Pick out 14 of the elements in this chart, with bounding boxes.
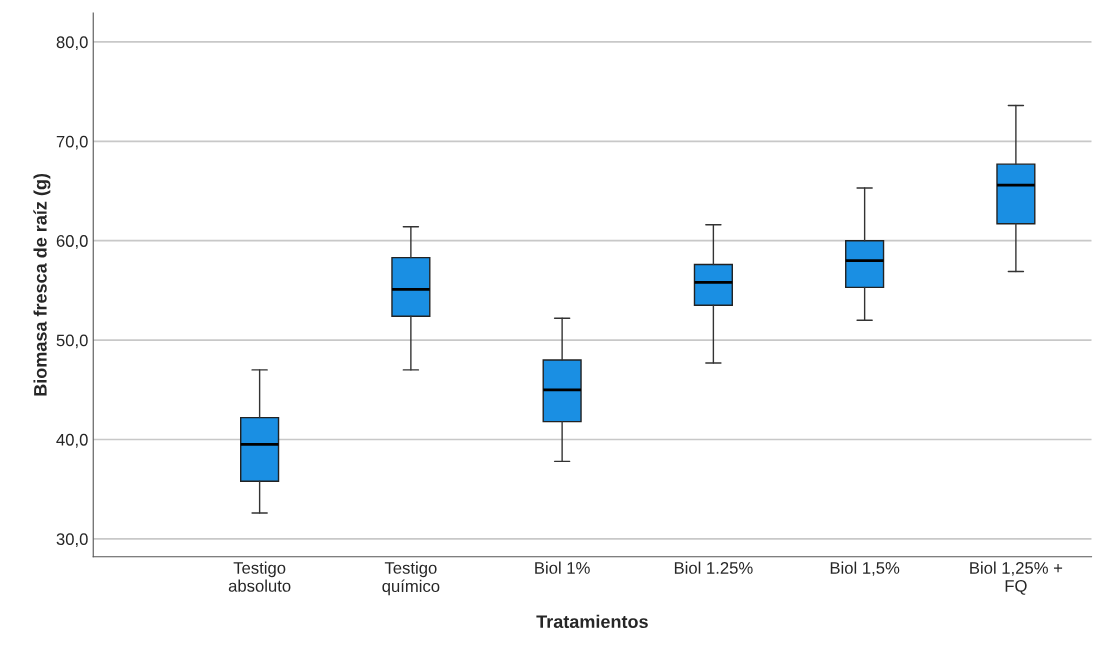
y-tick-label: 70,0 [56, 135, 88, 150]
x-tick-label: Biol 1% [535, 561, 590, 574]
y-tick-label: 40,0 [56, 433, 88, 448]
y-tick-label: 60,0 [56, 235, 88, 249]
x-tick-label: Testigo químico [382, 561, 440, 596]
x-tick-label: Testigo absoluto [228, 561, 291, 592]
x-axis-title: Tratamientos [536, 614, 648, 629]
y-tick-label: 30,0 [56, 533, 88, 548]
y-tick-label: 80,0 [56, 36, 88, 51]
y-tick-label: 50,0 [56, 334, 88, 349]
y-axis-title: Biomasa fresca de raíz (g) [33, 173, 51, 396]
x-tick-label: Biol 1,5% [830, 561, 900, 576]
x-tick-label: Biol 1,25% + FQ [970, 561, 1063, 595]
x-tick-label: Biol 1.25% [674, 561, 753, 574]
